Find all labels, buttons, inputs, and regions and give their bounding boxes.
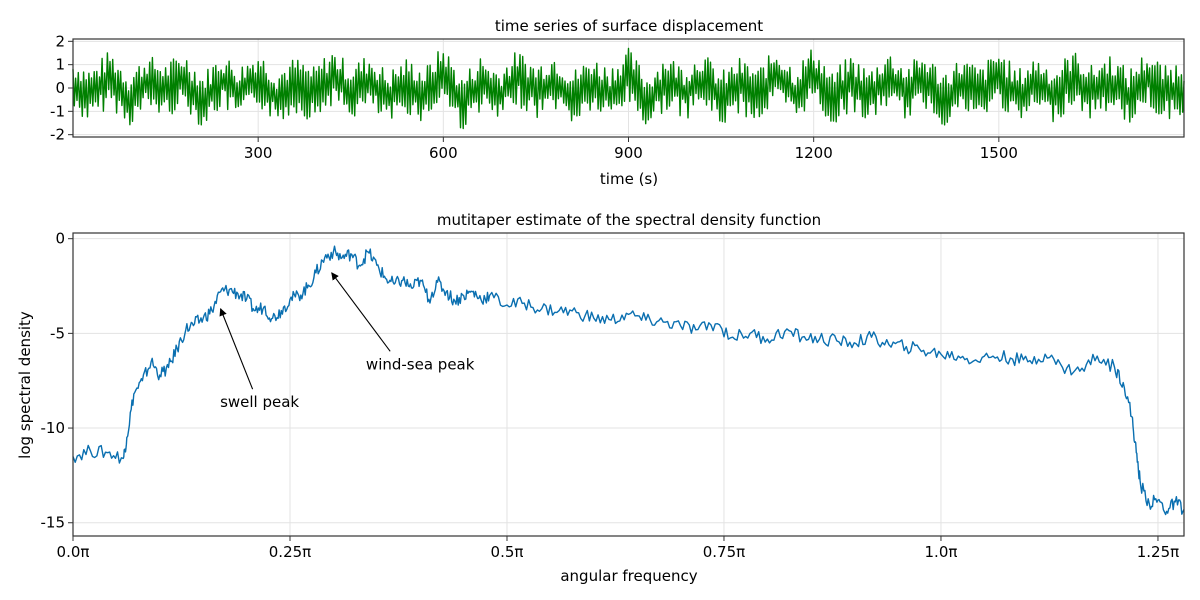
spectral-density-panel: mutitaper estimate of the spectral densi…	[16, 211, 1185, 585]
time-series-panel: time series of surface displacement 300 6…	[50, 17, 1185, 188]
time-series-x-tick-label: 1500	[980, 144, 1018, 162]
time-series-series-line	[72, 47, 1185, 130]
spectral-density-x-tick-label: 1.0π	[925, 543, 958, 561]
spectral-density-x-axis-label: angular frequency	[560, 567, 697, 585]
spectral-density-title: mutitaper estimate of the spectral densi…	[437, 211, 821, 229]
spectral-density-x-tick-label: 0.0π	[57, 543, 90, 561]
spectral-density-x-tick-label: 1.25π	[1137, 543, 1179, 561]
spectral-density-x-tick-label: 0.75π	[703, 543, 745, 561]
spectral-density-series-line	[72, 245, 1185, 516]
spectral-density-y-ticks: 0 -5 -10 -15	[41, 230, 73, 532]
time-series-x-tick-label: 1200	[795, 144, 833, 162]
annotation-label: wind-sea peak	[366, 355, 475, 373]
time-series-x-tick-label: 600	[429, 144, 458, 162]
time-series-y-tick-label: 1	[55, 56, 65, 74]
spectral-density-y-tick-label: -5	[50, 324, 65, 342]
annotation-arrow	[331, 272, 391, 352]
time-series-x-tick-label: 300	[244, 144, 273, 162]
spectral-density-annotations: swell peak wind-sea peak	[219, 272, 475, 411]
spectral-density-grid	[72, 233, 1184, 536]
spectral-density-line-group	[72, 245, 1185, 516]
spectral-density-x-tick-label: 0.5π	[491, 543, 524, 561]
time-series-line-group	[72, 47, 1185, 130]
spectral-density-y-axis-label: log spectral density	[16, 311, 34, 459]
time-series-x-ticks: 300 600 900 1200 1500	[244, 137, 1018, 162]
time-series-y-tick-label: 0	[55, 79, 65, 97]
spectral-density-x-ticks: 0.0π 0.25π 0.5π 0.75π 1.0π 1.25π	[57, 536, 1179, 561]
time-series-y-ticks: -2 -1 0 1 2	[50, 32, 73, 144]
spectral-density-y-tick-label: 0	[55, 230, 65, 248]
time-series-y-tick-label: 2	[55, 32, 65, 50]
time-series-x-tick-label: 900	[614, 144, 643, 162]
annotation-label: swell peak	[220, 393, 299, 411]
time-series-y-tick-label: -1	[50, 102, 65, 120]
spectral-density-y-tick-label: -15	[41, 514, 66, 532]
spectral-density-plot-frame	[72, 232, 1185, 537]
time-series-x-axis-label: time (s)	[600, 170, 658, 188]
annotation-arrow	[219, 308, 254, 390]
time-series-title: time series of surface displacement	[495, 17, 763, 35]
spectral-density-y-tick-label: -10	[41, 419, 66, 437]
spectral-density-x-tick-label: 0.25π	[269, 543, 311, 561]
time-series-y-tick-label: -2	[50, 126, 65, 144]
